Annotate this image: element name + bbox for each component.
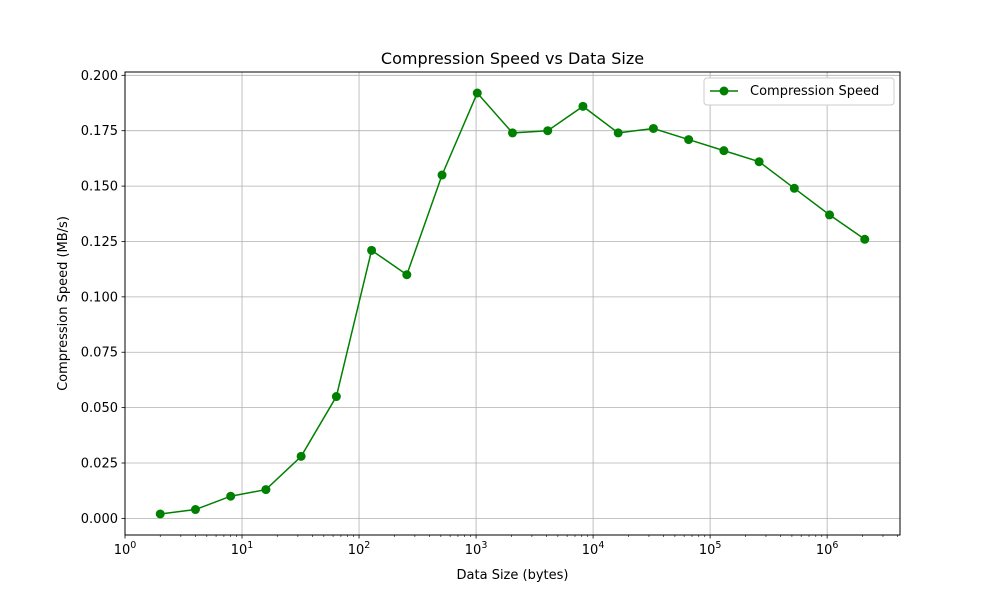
data-point	[226, 491, 236, 501]
x-axis-label: Data Size (bytes)	[457, 568, 569, 583]
y-tick-label: 0.175	[81, 124, 118, 139]
y-tick-label: 0.000	[81, 512, 118, 527]
x-tick-label: 104	[582, 540, 605, 558]
series-group	[155, 88, 870, 519]
x-tick-label: 101	[231, 540, 254, 558]
data-point	[578, 101, 588, 111]
data-point	[331, 392, 341, 402]
y-axis-label: Compression Speed (MB/s)	[56, 216, 71, 391]
data-point	[155, 509, 165, 519]
x-tick-label: 102	[348, 540, 371, 558]
data-point	[508, 128, 517, 138]
x-tick-label: 103	[465, 540, 488, 558]
data-point	[296, 451, 306, 461]
data-point	[860, 234, 870, 244]
x-tick-label: 105	[699, 540, 722, 558]
data-point	[613, 128, 623, 138]
data-point	[402, 270, 412, 280]
x-tick-label: 100	[114, 540, 137, 558]
legend: Compression Speed	[703, 77, 895, 106]
data-point	[719, 146, 729, 156]
y-tick-label: 0.050	[81, 401, 118, 416]
y-tick-label: 0.125	[81, 235, 118, 250]
data-point	[472, 88, 482, 98]
legend-box	[703, 77, 895, 106]
legend-label: Compression Speed	[750, 84, 879, 99]
data-point	[789, 183, 799, 193]
data-point	[190, 505, 200, 515]
y-tick-label: 0.075	[81, 346, 118, 361]
data-point	[437, 170, 447, 180]
y-axis: 0.000 0.025 0.050 0.075 0.100 0.125 0.150 0.175…	[81, 69, 125, 527]
y-tick-label: 0.025	[81, 457, 118, 472]
data-point	[367, 245, 377, 255]
plot-area-frame	[124, 71, 901, 536]
data-point	[754, 157, 764, 167]
data-point	[684, 135, 694, 145]
data-point	[648, 123, 658, 133]
x-tick-label: 106	[816, 540, 839, 558]
data-point	[825, 210, 835, 220]
y-tick-label: 0.100	[81, 290, 118, 305]
chart-title: Compression Speed vs Data Size	[381, 49, 644, 68]
legend-marker-sample	[719, 86, 729, 96]
x-axis: 100 101 102 103 104 105 106	[114, 535, 898, 558]
y-tick-label: 0.200	[81, 69, 118, 84]
y-tick-label: 0.150	[81, 180, 118, 195]
data-point	[261, 485, 271, 495]
data-point	[543, 126, 553, 136]
